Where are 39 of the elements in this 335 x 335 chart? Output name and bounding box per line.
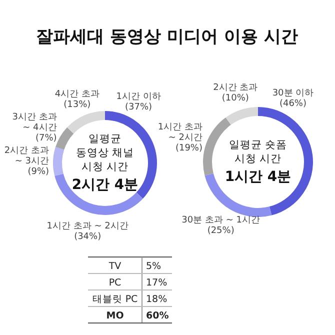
slice-label: 2시간 초과 ~ 3시간 <box>4 146 50 167</box>
text: 1시간 4분 <box>224 169 292 185</box>
text: 동영상 채널 <box>76 147 134 159</box>
category-label: PC <box>108 278 122 288</box>
slice-label: 1시간 초과 ~ 2시간 <box>46 221 128 232</box>
text: 5% <box>146 261 162 272</box>
text: 시청 시간 <box>81 161 129 173</box>
data-label: (37%) <box>125 102 152 113</box>
donut-slice <box>54 174 143 215</box>
data-label: (9%) <box>28 167 50 178</box>
text: 17% <box>146 278 168 288</box>
data-label: (13%) <box>64 100 91 110</box>
data-label: (19%) <box>175 144 202 154</box>
slice-label: 30분 초과 ~ 1시간 <box>182 215 260 226</box>
slice-label: 1시간 이하 <box>116 92 161 102</box>
slice-label: 2시간 초과 <box>213 83 258 94</box>
slice-label: 30분 이하 <box>272 88 314 98</box>
slice-label: 1시간 초과 ~ 2시간 <box>158 122 202 144</box>
text: 일평균 <box>88 133 122 145</box>
donut-slice <box>67 111 105 134</box>
text: 2시간 4분 <box>72 177 138 193</box>
donut-slice <box>226 107 258 125</box>
category-label: 태블릿 PC <box>92 294 138 305</box>
donut-slice <box>56 127 74 150</box>
data-label: (25%) <box>207 226 234 236</box>
data-label: (46%) <box>279 98 307 109</box>
slice-label: 3시간 초과 ~ 4시간 <box>12 112 57 134</box>
donut-slice <box>53 146 64 176</box>
category-label: TV <box>108 261 122 272</box>
text: 18% <box>146 294 168 305</box>
text: 시청 시간 <box>234 153 282 165</box>
data-label: (10%) <box>222 94 249 104</box>
text: 60% <box>146 310 169 322</box>
data-label: (34%) <box>74 232 102 242</box>
slice-label: 4시간 초과 <box>54 89 100 100</box>
category-label: MO <box>106 310 124 322</box>
data-label: (7%) <box>35 134 57 144</box>
chart-title: 잘파세대 동영상 미디어 이용 시간 <box>36 27 298 47</box>
text: 일평균 숏폼 <box>228 139 288 151</box>
